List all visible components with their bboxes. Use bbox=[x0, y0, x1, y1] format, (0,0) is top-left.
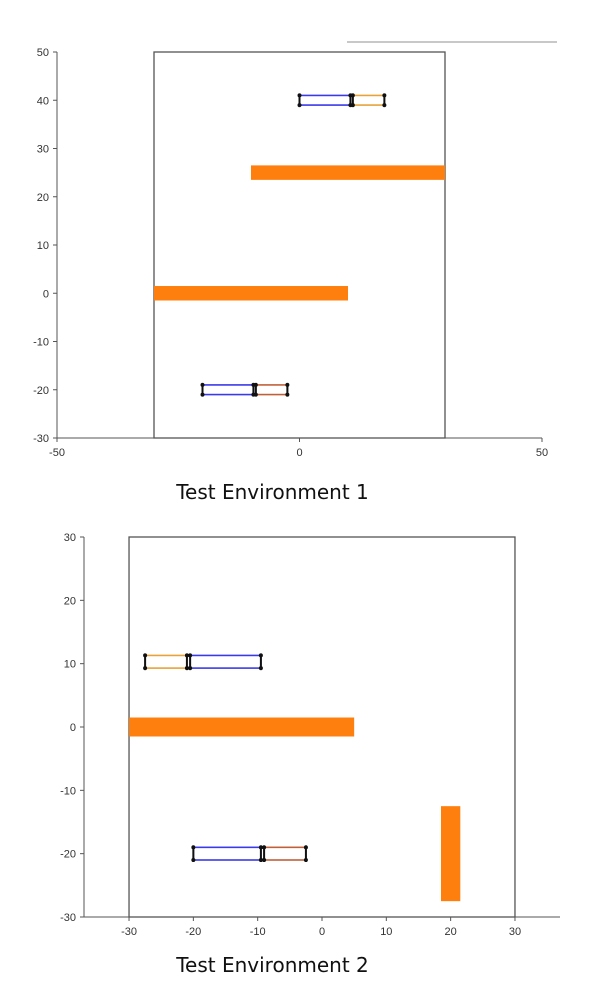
joint-dot bbox=[258, 845, 263, 850]
y-tick-label: -20 bbox=[33, 385, 49, 397]
joint-dot bbox=[143, 653, 148, 658]
y-tick-label: -30 bbox=[33, 433, 49, 445]
joint-dot bbox=[297, 93, 302, 98]
vehicle-trailer bbox=[144, 654, 188, 669]
y-tick-label: 10 bbox=[64, 659, 76, 671]
joint-dot bbox=[382, 103, 387, 108]
joint-dot bbox=[303, 845, 308, 850]
obstacle bbox=[441, 806, 461, 902]
y-tick-label: 0 bbox=[70, 722, 76, 734]
joint-dot bbox=[191, 858, 196, 862]
y-tick-label: 30 bbox=[37, 144, 49, 156]
vehicle-body bbox=[201, 384, 255, 396]
joint-dot bbox=[285, 392, 290, 397]
obstacle bbox=[154, 286, 348, 301]
joint-dot bbox=[303, 858, 308, 862]
obstacle bbox=[129, 717, 355, 737]
joint-dot bbox=[184, 653, 189, 658]
env2-caption: Test Environment 2 bbox=[176, 953, 369, 977]
env1-plot: -30 -20 -10 0 10 20 30 40 50 -50 0 50 bbox=[33, 41, 557, 459]
y-tick-label: -30 bbox=[60, 912, 76, 924]
vehicle-trailer bbox=[263, 846, 307, 861]
joint-dot bbox=[200, 392, 205, 397]
x-tick-label: 0 bbox=[296, 447, 302, 459]
environment-boundary bbox=[153, 51, 446, 439]
y-tick-label: 20 bbox=[64, 595, 76, 607]
vehicle-trailer bbox=[352, 94, 386, 106]
joint-dot bbox=[258, 666, 263, 671]
y-tick-label: 30 bbox=[64, 532, 76, 544]
y-tick-label: -20 bbox=[60, 849, 76, 861]
y-tick-label: -10 bbox=[60, 785, 76, 797]
joint-dot bbox=[184, 666, 189, 671]
joint-dot bbox=[253, 382, 258, 387]
obstacle bbox=[251, 165, 445, 180]
vehicle-body bbox=[298, 94, 352, 106]
x-tick-label: 30 bbox=[509, 926, 521, 938]
joint-dot bbox=[262, 858, 267, 862]
y-tick-label: 20 bbox=[37, 192, 49, 204]
x-tick-label: 20 bbox=[445, 926, 457, 938]
x-tick-label: -10 bbox=[250, 926, 266, 938]
joint-dot bbox=[253, 392, 258, 397]
y-tick-label: -10 bbox=[33, 337, 49, 349]
joint-dot bbox=[350, 103, 355, 108]
vehicle-body bbox=[192, 846, 262, 861]
joint-dot bbox=[258, 653, 263, 658]
env2-plot: -30 -20 -10 0 10 20 30 -30 -20 -10 0 10 20 30 bbox=[60, 532, 560, 938]
joint-dot bbox=[350, 93, 355, 98]
x-tick-label: 10 bbox=[380, 926, 392, 938]
joint-dot bbox=[262, 845, 267, 850]
joint-dot bbox=[191, 845, 196, 850]
y-tick-label: 50 bbox=[37, 47, 49, 59]
joint-dot bbox=[285, 382, 290, 387]
x-tick-label: -50 bbox=[49, 447, 65, 459]
joint-dot bbox=[188, 666, 193, 671]
joint-dot bbox=[188, 653, 193, 658]
joint-dot bbox=[297, 103, 302, 108]
vehicle-body bbox=[189, 654, 262, 669]
joint-dot bbox=[258, 858, 263, 862]
y-tick-label: 40 bbox=[37, 95, 49, 107]
joint-dot bbox=[200, 382, 205, 387]
joint-dot bbox=[143, 666, 148, 671]
x-tick-label: -20 bbox=[185, 926, 201, 938]
x-tick-label: 50 bbox=[536, 447, 548, 459]
x-tick-label: -30 bbox=[121, 926, 137, 938]
y-tick-label: 10 bbox=[37, 240, 49, 252]
x-tick-label: 0 bbox=[319, 926, 325, 938]
joint-dot bbox=[382, 93, 387, 98]
y-tick-label: 0 bbox=[43, 288, 49, 300]
env1-caption: Test Environment 1 bbox=[176, 480, 369, 504]
vehicle-trailer bbox=[255, 384, 289, 396]
